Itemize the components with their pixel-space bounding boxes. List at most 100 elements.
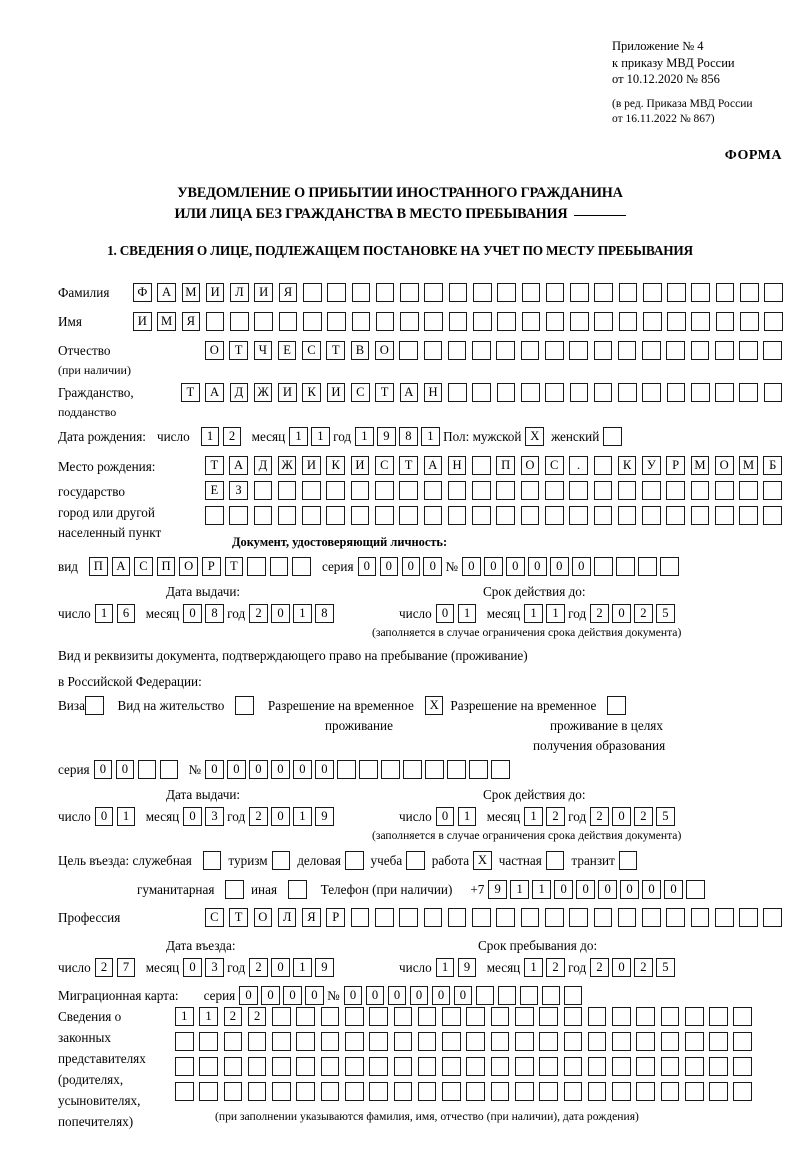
char-cell[interactable]: О <box>179 557 198 576</box>
char-cell[interactable]: О <box>205 341 224 360</box>
char-cell[interactable] <box>763 341 783 360</box>
char-cell[interactable]: 5 <box>656 958 675 977</box>
char-cell[interactable]: А <box>229 456 248 475</box>
char-cell[interactable] <box>740 312 759 331</box>
char-cell[interactable]: 0 <box>293 760 312 779</box>
char-cell[interactable] <box>400 312 419 331</box>
char-cell[interactable] <box>253 506 273 525</box>
char-cell[interactable] <box>690 481 710 500</box>
char-cell[interactable] <box>666 383 686 402</box>
char-cell[interactable] <box>714 341 734 360</box>
char-cell[interactable]: Р <box>666 456 685 475</box>
char-cell[interactable] <box>417 1032 437 1051</box>
char-cell[interactable] <box>199 1032 218 1051</box>
purpose-study-checkbox[interactable] <box>406 851 425 870</box>
char-cell[interactable] <box>520 341 540 360</box>
char-cell[interactable]: 2 <box>247 1007 267 1026</box>
char-cell[interactable]: Я <box>181 312 201 331</box>
char-cell[interactable]: И <box>326 383 346 402</box>
char-cell[interactable] <box>369 1082 388 1101</box>
char-cell[interactable]: 3 <box>205 807 224 826</box>
char-cell[interactable] <box>320 1032 340 1051</box>
char-cell[interactable] <box>472 283 492 302</box>
char-cell[interactable]: С <box>134 557 153 576</box>
char-cell[interactable] <box>468 760 488 779</box>
char-cell[interactable]: Ф <box>133 283 152 302</box>
char-cell[interactable]: З <box>229 481 248 500</box>
char-cell[interactable]: Д <box>253 456 273 475</box>
char-cell[interactable]: 0 <box>271 807 290 826</box>
char-cell[interactable] <box>374 481 394 500</box>
char-cell[interactable]: О <box>253 908 273 927</box>
char-cell[interactable]: М <box>739 456 758 475</box>
char-cell[interactable]: 1 <box>175 1007 194 1026</box>
char-cell[interactable] <box>642 283 662 302</box>
char-cell[interactable]: 1 <box>116 807 136 826</box>
char-cell[interactable] <box>320 1007 340 1026</box>
char-cell[interactable]: 8 <box>315 604 334 623</box>
char-cell[interactable] <box>447 481 467 500</box>
char-cell[interactable]: С <box>544 456 564 475</box>
char-cell[interactable]: Ж <box>253 383 273 402</box>
char-cell[interactable]: И <box>350 456 370 475</box>
char-cell[interactable]: 9 <box>315 958 334 977</box>
char-cell[interactable] <box>393 1032 413 1051</box>
char-cell[interactable] <box>593 506 613 525</box>
char-cell[interactable]: 0 <box>612 807 631 826</box>
char-cell[interactable]: Я <box>278 283 298 302</box>
char-cell[interactable] <box>247 1057 267 1076</box>
char-cell[interactable]: 9 <box>377 427 396 446</box>
char-cell[interactable] <box>520 481 540 500</box>
char-cell[interactable] <box>199 1082 218 1101</box>
char-cell[interactable]: С <box>302 341 321 360</box>
char-cell[interactable] <box>637 557 657 576</box>
birthplace-input-row-3[interactable] <box>205 506 788 525</box>
char-cell[interactable] <box>278 312 298 331</box>
char-cell[interactable] <box>442 1057 461 1076</box>
char-cell[interactable] <box>593 908 613 927</box>
char-cell[interactable] <box>593 383 613 402</box>
purpose-private-checkbox[interactable] <box>545 851 565 870</box>
char-cell[interactable] <box>763 383 783 402</box>
char-cell[interactable] <box>442 1032 461 1051</box>
char-cell[interactable]: Т <box>205 456 224 475</box>
char-cell[interactable] <box>472 312 492 331</box>
char-cell[interactable] <box>764 312 783 331</box>
char-cell[interactable] <box>733 1032 753 1051</box>
char-cell[interactable]: 2 <box>634 807 653 826</box>
char-cell[interactable]: К <box>302 383 321 402</box>
char-cell[interactable]: 0 <box>271 760 290 779</box>
char-cell[interactable]: О <box>714 456 734 475</box>
char-cell[interactable] <box>344 1007 364 1026</box>
char-cell[interactable]: 3 <box>205 958 224 977</box>
sex-male-checkbox[interactable]: X <box>525 427 545 446</box>
char-cell[interactable] <box>642 383 661 402</box>
char-cell[interactable] <box>563 1032 583 1051</box>
char-cell[interactable]: И <box>133 312 152 331</box>
char-cell[interactable] <box>570 312 589 331</box>
char-cell[interactable]: А <box>157 283 176 302</box>
char-cell[interactable] <box>472 383 491 402</box>
char-cell[interactable]: К <box>617 456 637 475</box>
char-cell[interactable] <box>375 312 395 331</box>
char-cell[interactable] <box>514 1007 534 1026</box>
char-cell[interactable] <box>496 908 515 927</box>
char-cell[interactable] <box>539 1032 558 1051</box>
char-cell[interactable] <box>424 760 444 779</box>
char-cell[interactable]: 1 <box>200 427 220 446</box>
char-cell[interactable]: Т <box>229 341 248 360</box>
char-cell[interactable]: Л <box>277 908 297 927</box>
char-cell[interactable] <box>277 506 297 525</box>
char-cell[interactable]: 1 <box>457 807 477 826</box>
char-cell[interactable] <box>587 1032 607 1051</box>
char-cell[interactable] <box>381 760 400 779</box>
char-cell[interactable]: А <box>423 456 443 475</box>
char-cell[interactable] <box>667 312 686 331</box>
char-cell[interactable] <box>175 1032 194 1051</box>
